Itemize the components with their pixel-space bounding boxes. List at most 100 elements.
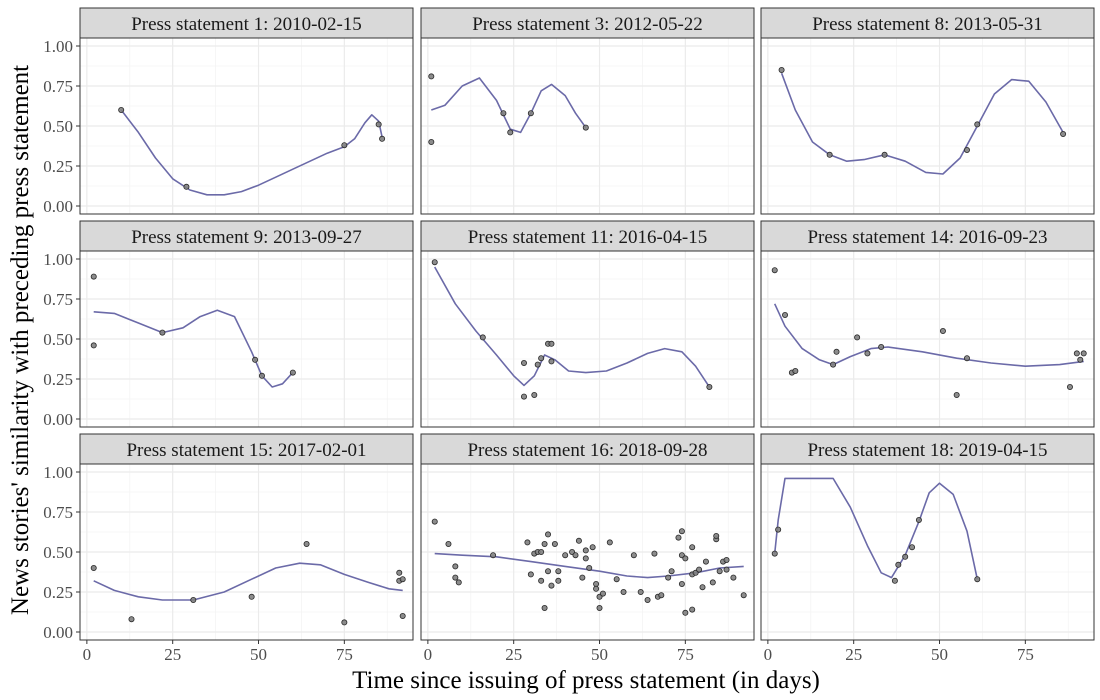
data-point xyxy=(696,566,703,573)
data-point xyxy=(190,597,197,604)
x-tick-label: 50 xyxy=(931,645,948,664)
data-point xyxy=(252,356,259,363)
data-point xyxy=(551,541,558,548)
data-point xyxy=(289,369,296,376)
data-point xyxy=(665,574,672,581)
data-point xyxy=(589,544,596,551)
y-tick-label: 0.25 xyxy=(43,370,73,389)
data-point xyxy=(396,569,403,576)
facet-strip xyxy=(79,7,414,39)
data-point xyxy=(90,273,97,280)
y-tick-label: 0.50 xyxy=(43,117,73,136)
data-point xyxy=(118,107,125,114)
data-point xyxy=(562,552,569,559)
data-point xyxy=(830,361,837,368)
data-point xyxy=(891,577,898,584)
data-point xyxy=(709,579,716,586)
data-point xyxy=(548,582,555,589)
x-tick-label: 0 xyxy=(83,645,92,664)
x-tick-label: 75 xyxy=(677,645,694,664)
data-point xyxy=(431,259,438,266)
data-point xyxy=(593,585,600,592)
data-point xyxy=(575,537,582,544)
data-point xyxy=(668,568,675,575)
y-axis-title: News stories' similarity with preceding … xyxy=(7,65,34,615)
data-point xyxy=(541,605,548,612)
y-tick-label: 0.75 xyxy=(43,290,73,309)
data-point xyxy=(915,517,922,524)
data-point xyxy=(303,541,310,548)
data-point xyxy=(128,616,135,623)
data-point xyxy=(479,334,486,341)
facet-panel: Press statement 3: 2012-05-22 xyxy=(420,7,755,215)
x-tick-label: 75 xyxy=(336,645,353,664)
data-point xyxy=(538,355,545,362)
data-point xyxy=(658,592,665,599)
data-point xyxy=(258,372,265,379)
facet-panel: Press statement 16: 2018-09-28 0 25 50 75 xyxy=(420,433,755,664)
data-point xyxy=(723,566,730,573)
data-point xyxy=(375,121,382,128)
facet-title: Press statement 14: 2016-09-23 xyxy=(807,227,1047,248)
facet-title: Press statement 11: 2016-04-15 xyxy=(468,227,707,248)
data-point xyxy=(682,609,689,616)
facet-panel: Press statement 15: 2017-02-01 0.00 0.25 0.… xyxy=(43,433,414,664)
facet-title: Press statement 1: 2010-02-15 xyxy=(131,14,362,35)
facet-title: Press statement 15: 2017-02-01 xyxy=(126,440,366,461)
smooth-line xyxy=(93,562,403,601)
y-tick-label: 0.00 xyxy=(43,197,73,216)
data-point xyxy=(778,67,785,74)
smooth-line xyxy=(120,109,383,196)
data-point xyxy=(545,568,552,575)
y-tick-label: 0.50 xyxy=(43,330,73,349)
data-point xyxy=(545,531,552,538)
facet-title: Press statement 3: 2012-05-22 xyxy=(472,14,703,35)
data-point xyxy=(637,589,644,596)
data-point xyxy=(500,110,507,117)
data-point xyxy=(716,568,723,575)
data-point xyxy=(771,267,778,274)
data-point xyxy=(586,565,593,572)
y-tick-label: 1.00 xyxy=(43,250,73,269)
data-point xyxy=(159,329,166,336)
smooth-line xyxy=(431,77,587,134)
data-point xyxy=(826,151,833,158)
panel-border xyxy=(420,463,755,641)
data-point xyxy=(1073,350,1080,357)
data-point xyxy=(452,563,459,570)
data-point xyxy=(1080,350,1087,357)
data-point xyxy=(428,138,435,145)
data-point xyxy=(596,605,603,612)
data-point xyxy=(379,135,386,142)
data-point xyxy=(881,151,888,158)
facet-strip xyxy=(420,433,755,465)
data-point xyxy=(538,577,545,584)
data-point xyxy=(723,557,730,564)
data-point xyxy=(1077,356,1084,363)
data-point xyxy=(541,541,548,548)
panel-border xyxy=(760,37,1095,215)
x-tick-label: 25 xyxy=(505,645,522,664)
data-point xyxy=(555,568,562,575)
data-point xyxy=(531,391,538,398)
x-tick-label: 75 xyxy=(1017,645,1034,664)
data-point xyxy=(974,576,981,583)
facet-strip xyxy=(760,220,1095,252)
data-point xyxy=(428,73,435,80)
facet-strip xyxy=(760,433,1095,465)
data-point xyxy=(445,541,452,548)
y-tick-label: 0.75 xyxy=(43,503,73,522)
facet-panel: Press statement 18: 2019-04-15 0 25 50 75 xyxy=(760,433,1095,664)
data-point xyxy=(792,367,799,374)
data-point xyxy=(520,359,527,366)
data-point xyxy=(740,592,747,599)
data-point xyxy=(963,146,970,153)
data-point xyxy=(90,342,97,349)
y-tick-label: 0.50 xyxy=(43,543,73,562)
data-point xyxy=(579,574,586,581)
x-tick-label: 25 xyxy=(164,645,181,664)
data-point xyxy=(490,552,497,559)
facet-panel: Press statement 9: 2013-09-27 0.00 0.25 0.5… xyxy=(43,220,414,429)
facet-strip xyxy=(79,220,414,252)
data-point xyxy=(909,544,916,551)
